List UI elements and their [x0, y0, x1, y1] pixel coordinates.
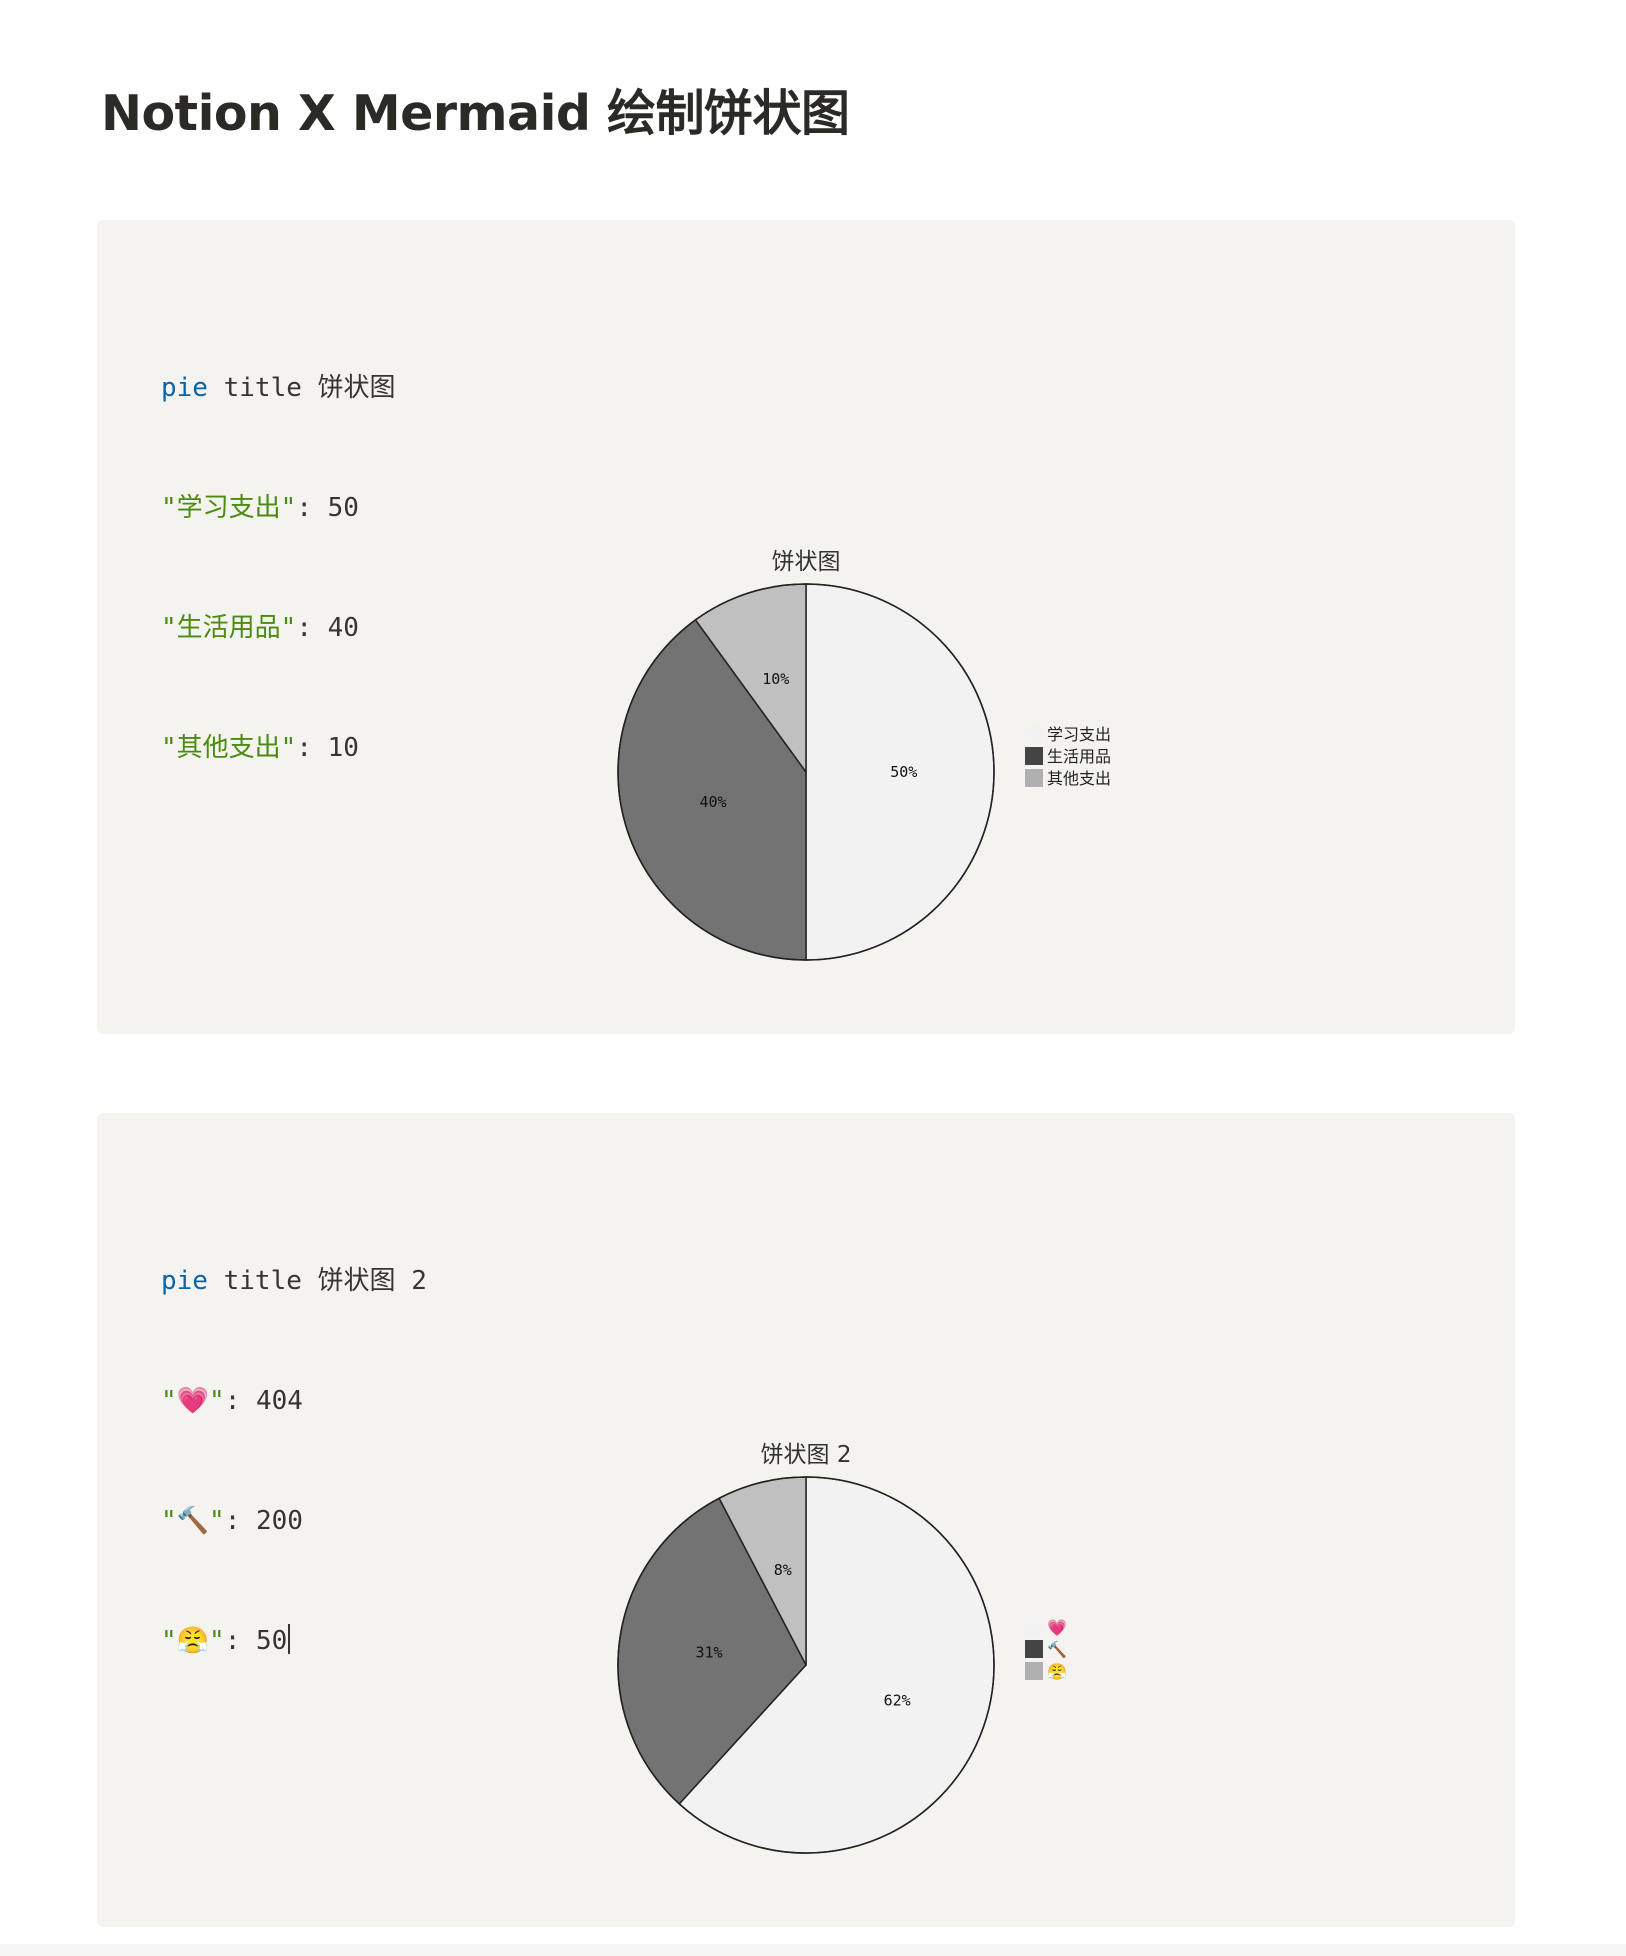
- code-number: 404: [240, 1386, 303, 1416]
- code-editor[interactable]: pie title 饼状图 "学习支出": 50 "生活用品": 40 "其他支…: [161, 288, 396, 848]
- code-colon: :: [296, 733, 312, 763]
- slice-percent-label: 40%: [699, 793, 726, 811]
- pie-outline: [617, 583, 995, 961]
- code-string: "学习支出": [161, 493, 297, 523]
- pie-chart-2: 饼状图 2 62% 31% 8% 💗 🔨 😤: [617, 1442, 1067, 1854]
- code-string: "💗": [161, 1386, 225, 1416]
- code-colon: :: [224, 1386, 241, 1416]
- legend-swatch: [1025, 1640, 1043, 1658]
- chart-title: 饼状图 2: [761, 1442, 852, 1468]
- code-colon: :: [296, 493, 312, 523]
- code-line: "💗": 404: [161, 1381, 427, 1421]
- code-line-title: pie title 饼状图: [161, 368, 396, 408]
- slice-percent-label: 62%: [884, 1691, 911, 1709]
- code-number: 40: [311, 613, 359, 643]
- code-line-title: pie title 饼状图 2: [161, 1261, 427, 1301]
- legend-label: 生活用品: [1047, 747, 1111, 766]
- code-colon: :: [296, 613, 312, 643]
- legend-swatch: [1025, 1662, 1043, 1680]
- code-line: "其他支出": 10: [161, 728, 396, 768]
- legend-label: 其他支出: [1047, 769, 1111, 788]
- code-line: "🔨": 200: [161, 1501, 427, 1541]
- code-number: 200: [240, 1506, 303, 1536]
- code-title-text: title 饼状图: [207, 373, 396, 403]
- code-title-text: title 饼状图 2: [207, 1266, 427, 1296]
- code-number: 50: [240, 1626, 288, 1656]
- legend-label: 学习支出: [1047, 725, 1111, 744]
- page-title: Notion X Mermaid 绘制饼状图: [101, 85, 850, 142]
- code-keyword: pie: [161, 373, 208, 403]
- code-colon: :: [224, 1506, 241, 1536]
- code-line: "学习支出": 50: [161, 488, 396, 528]
- code-block-1[interactable]: pie title 饼状图 "学习支出": 50 "生活用品": 40 "其他支…: [97, 220, 1515, 1034]
- legend-swatch: [1025, 1618, 1043, 1636]
- code-block-2[interactable]: pie title 饼状图 2 "💗": 404 "🔨": 200 "😤": 5…: [97, 1113, 1515, 1927]
- code-string: "其他支出": [161, 733, 297, 763]
- legend-swatch: [1025, 747, 1043, 765]
- text-caret: [288, 1624, 291, 1654]
- code-line: "生活用品": 40: [161, 608, 396, 648]
- bottom-edge: [0, 1944, 1626, 1956]
- chart-title: 饼状图: [772, 549, 841, 575]
- legend-label: 🔨: [1047, 1640, 1067, 1659]
- code-string: "🔨": [161, 1506, 225, 1536]
- legend-label: 💗: [1047, 1618, 1067, 1637]
- pie-outline: [617, 1476, 995, 1854]
- code-editor[interactable]: pie title 饼状图 2 "💗": 404 "🔨": 200 "😤": 5…: [161, 1181, 427, 1741]
- code-line: "😤": 50: [161, 1621, 427, 1661]
- slice-percent-label: 31%: [696, 1643, 723, 1661]
- code-keyword: pie: [161, 1266, 208, 1296]
- slice-percent-label: 8%: [774, 1561, 792, 1579]
- code-string: "生活用品": [161, 613, 297, 643]
- legend-label: 😤: [1047, 1662, 1067, 1681]
- code-number: 50: [311, 493, 359, 523]
- slice-percent-label: 50%: [890, 763, 917, 781]
- code-colon: :: [224, 1626, 241, 1656]
- code-number: 10: [311, 733, 359, 763]
- slice-percent-label: 10%: [762, 670, 789, 688]
- legend-swatch: [1025, 725, 1043, 743]
- legend-swatch: [1025, 769, 1043, 787]
- code-string: "😤": [161, 1626, 225, 1656]
